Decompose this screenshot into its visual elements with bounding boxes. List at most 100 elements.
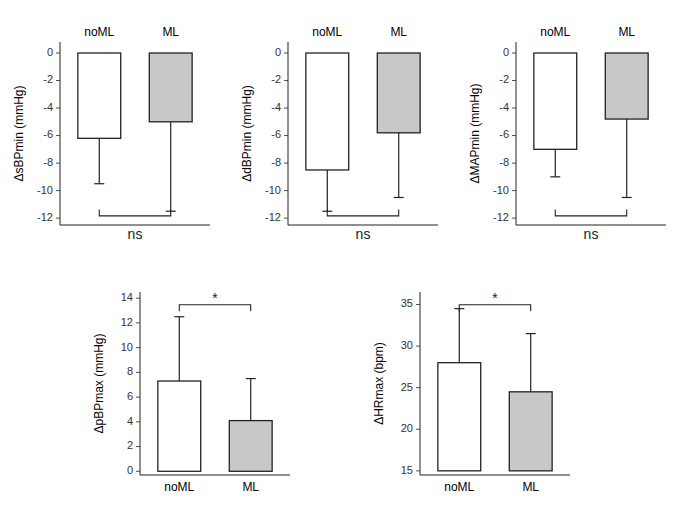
category-label: noML [84, 25, 114, 39]
significance-label: ns [584, 226, 599, 242]
y-tick-label: 15 [401, 464, 413, 476]
y-tick-label: 8 [127, 365, 133, 377]
y-tick-label: -12 [265, 211, 281, 223]
y-tick [416, 304, 420, 305]
bar [158, 381, 201, 471]
error-bar [622, 119, 632, 197]
panel: 02468101214ΔpBPmax (mmHg)noMLML* [92, 290, 290, 494]
error-cap [622, 197, 632, 198]
significance-label: * [212, 290, 218, 306]
y-axis-label: ΔdBPmin (mmHg) [240, 85, 254, 182]
marks [534, 53, 648, 197]
y-tick [512, 135, 516, 136]
marks [158, 317, 272, 472]
y-tick [284, 190, 288, 191]
error-bar [174, 317, 184, 381]
y-tick [136, 322, 140, 323]
significance-bracket [327, 209, 398, 215]
category-label: ML [162, 25, 179, 39]
panel: 0-2-4-6-8-10-12ΔMAPmin (mmHg)noMLMLns [468, 25, 666, 242]
y-tick [136, 471, 140, 472]
bar [306, 53, 349, 170]
y-tick-label: -10 [37, 184, 53, 196]
y-tick-label: 0 [503, 46, 509, 58]
y-tick-label: 0 [127, 464, 133, 476]
bar [534, 53, 577, 149]
panel: 0-2-4-6-8-10-12ΔsBPmin (mmHg)noMLMLns [12, 25, 210, 242]
y-tick-label: 6 [127, 390, 133, 402]
y-axis-line [420, 292, 421, 475]
y-tick [512, 80, 516, 81]
y-tick-label: -6 [43, 128, 53, 140]
error-bar [526, 334, 536, 392]
y-tick [416, 387, 420, 388]
y-tick-label: -4 [43, 101, 53, 113]
error-cap [526, 333, 536, 334]
y-tick-label: -8 [499, 156, 509, 168]
y-tick-label: -8 [43, 156, 53, 168]
category-label: noML [540, 25, 570, 39]
y-tick [56, 218, 60, 219]
error-bar [246, 379, 256, 421]
y-tick-label: 4 [127, 415, 133, 427]
marks [306, 53, 420, 211]
panel: 1520253035ΔHRmax (bpm)noMLML* [372, 290, 570, 494]
bar [509, 392, 552, 471]
error-bar [550, 149, 560, 177]
significance-bracket [99, 209, 170, 215]
bar [377, 53, 420, 133]
error-line [555, 149, 556, 177]
y-tick-label: 35 [401, 297, 413, 309]
y-tick [136, 372, 140, 373]
y-tick-label: -2 [499, 73, 509, 85]
marks [78, 53, 192, 211]
category-label: noML [164, 480, 194, 494]
error-line [398, 133, 399, 198]
error-cap [94, 183, 104, 184]
y-tick [136, 298, 140, 299]
y-axis-line [516, 42, 517, 225]
significance-bracket [555, 209, 626, 215]
y-tick-label: -12 [493, 211, 509, 223]
category-label: ML [242, 480, 259, 494]
y-tick-label: 14 [121, 291, 133, 303]
category-label: ML [522, 480, 539, 494]
y-tick [136, 347, 140, 348]
error-cap [246, 378, 256, 379]
y-axis-label: ΔHRmax (bpm) [372, 342, 386, 425]
y-axis-line [60, 42, 61, 225]
error-cap [550, 176, 560, 177]
y-axis-line [140, 292, 141, 475]
y-tick-label: -2 [271, 73, 281, 85]
y-tick [56, 190, 60, 191]
y-axis-label: ΔpBPmax (mmHg) [92, 333, 106, 433]
y-tick [512, 53, 516, 54]
category-label: noML [312, 25, 342, 39]
error-bar [394, 133, 404, 198]
y-tick [512, 218, 516, 219]
y-tick-label: -10 [493, 184, 509, 196]
y-tick [416, 346, 420, 347]
y-tick-label: -4 [499, 101, 509, 113]
error-line [99, 138, 100, 183]
significance-label: ns [356, 226, 371, 242]
y-tick [416, 429, 420, 430]
y-tick [284, 135, 288, 136]
category-label: ML [618, 25, 635, 39]
y-tick-label: 12 [121, 316, 133, 328]
y-tick [284, 163, 288, 164]
error-line [626, 119, 627, 197]
y-tick-label: -8 [271, 156, 281, 168]
figure: 0-2-4-6-8-10-12ΔsBPmin (mmHg)noMLMLns0-2… [0, 0, 685, 522]
y-tick-label: 30 [401, 339, 413, 351]
x-axis-line [420, 475, 570, 476]
y-tick [56, 53, 60, 54]
y-tick [512, 190, 516, 191]
error-line [530, 334, 531, 392]
error-bar [166, 122, 176, 211]
error-bar [94, 138, 104, 183]
y-tick-label: -2 [43, 73, 53, 85]
y-tick-label: 0 [275, 46, 281, 58]
y-tick-label: 10 [121, 341, 133, 353]
y-tick-label: -10 [265, 184, 281, 196]
